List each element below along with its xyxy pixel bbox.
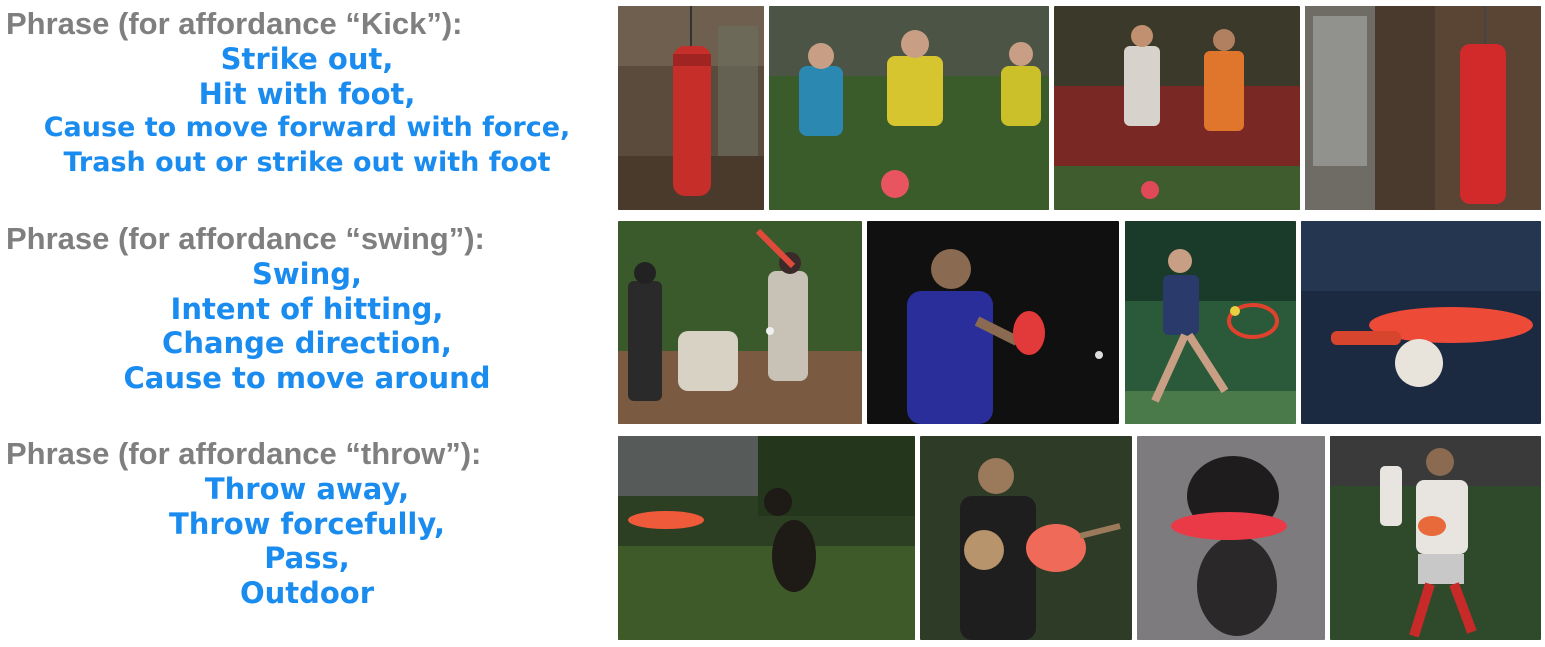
phrase-item: Trash out or strike out with foot [63, 146, 551, 178]
kids-soccer-image [769, 6, 1049, 210]
affordance-heading: Phrase (for affordance “throw”): [6, 436, 482, 471]
table-tennis-player-image [867, 221, 1119, 424]
phrase-item: Strike out, [220, 42, 394, 76]
baseball-batter-image [618, 221, 862, 424]
dog-frisbee-yard-image [618, 436, 915, 640]
punching-bag-gym-image [618, 6, 764, 210]
phrase-item: Change direction, [162, 326, 452, 361]
phrase-item: Intent of hitting, [170, 291, 444, 326]
phrase-item: Hit with foot, [198, 76, 416, 111]
phrase-item: Swing, [251, 257, 363, 291]
phrase-block: Phrase (for affordance “Kick”): Strike o… [0, 6, 614, 180]
dog-frisbee-snow-image [1137, 436, 1325, 640]
phrase-list: Throw away, Throw forcefully, Pass, Outd… [0, 472, 614, 610]
phrase-item: Cause to move around [123, 360, 491, 395]
affordance-heading: Phrase (for affordance “swing”): [6, 221, 485, 256]
ping-pong-paddle-image [1301, 221, 1541, 424]
rugby-player-image [1330, 436, 1541, 640]
phrase-block: Phrase (for affordance “throw”): Throw a… [0, 436, 614, 610]
pro-soccer-match-image [1054, 6, 1300, 210]
phrase-block: Phrase (for affordance “swing”): Swing, … [0, 221, 614, 395]
phrase-item: Throw forcefully, [168, 506, 446, 541]
punching-bag-room-image [1305, 6, 1541, 210]
tennis-player-image [1125, 221, 1296, 424]
phrase-item: Cause to move forward with force, [43, 112, 571, 144]
affordance-row-kick: Phrase (for affordance “Kick”): Strike o… [0, 6, 1545, 210]
phrase-item: Throw away, [204, 472, 410, 506]
affordance-row-swing: Phrase (for affordance “swing”): Swing, … [0, 221, 1545, 424]
affordance-heading: Phrase (for affordance “Kick”): [6, 6, 463, 41]
phrase-list: Strike out, Hit with foot, Cause to move… [0, 42, 614, 180]
phrase-item: Outdoor [239, 575, 375, 610]
kids-frisbee-image [920, 436, 1132, 640]
affordance-row-throw: Phrase (for affordance “throw”): Throw a… [0, 436, 1545, 640]
phrase-list: Swing, Intent of hitting, Change directi… [0, 257, 614, 395]
phrase-item: Pass, [264, 541, 350, 576]
